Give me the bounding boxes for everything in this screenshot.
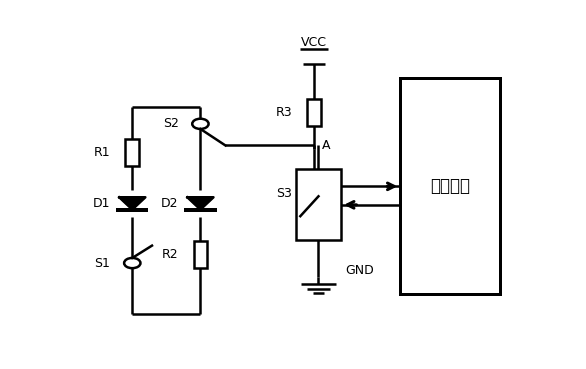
Text: D2: D2 bbox=[161, 197, 179, 210]
Text: R3: R3 bbox=[275, 106, 292, 119]
Text: GND: GND bbox=[346, 264, 374, 277]
Bar bbox=[125, 139, 139, 166]
Text: S2: S2 bbox=[163, 117, 179, 130]
Text: R1: R1 bbox=[94, 146, 111, 159]
Bar bbox=[193, 241, 207, 268]
Text: R2: R2 bbox=[162, 248, 179, 261]
Polygon shape bbox=[119, 197, 145, 210]
Text: S1: S1 bbox=[94, 256, 111, 270]
Text: D1: D1 bbox=[93, 197, 111, 210]
Text: S3: S3 bbox=[276, 187, 292, 200]
Text: A: A bbox=[322, 139, 331, 152]
Bar bbox=[307, 99, 321, 126]
Text: 采样判断: 采样判断 bbox=[430, 177, 470, 195]
Polygon shape bbox=[188, 197, 213, 210]
Bar bbox=[400, 78, 500, 294]
Text: VCC: VCC bbox=[301, 35, 327, 49]
Bar bbox=[296, 169, 341, 240]
